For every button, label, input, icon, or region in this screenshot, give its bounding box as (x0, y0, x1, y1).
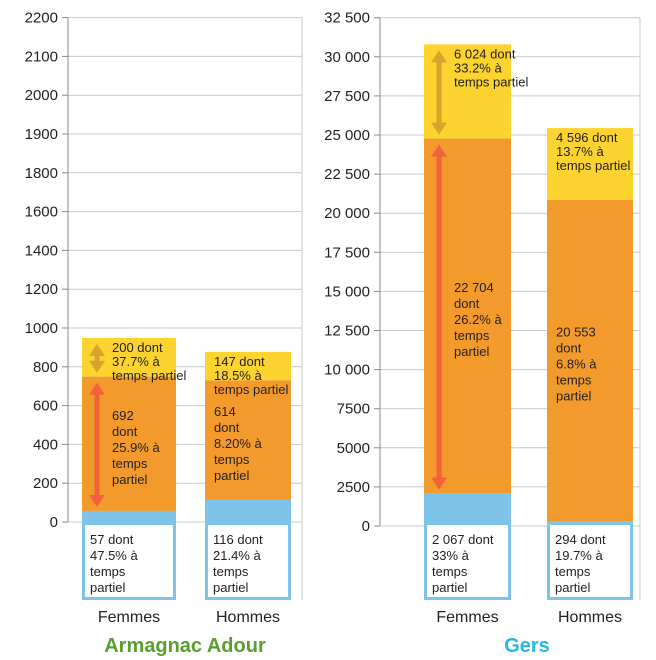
bar-yellow (547, 128, 633, 200)
arrow-yellow-head-up (431, 50, 447, 63)
y-tick-label: 15 000 (324, 283, 370, 300)
y-tick-label: 600 (33, 398, 58, 415)
y-tick-label: 0 (362, 518, 370, 535)
y-tick-label: 2100 (25, 48, 58, 65)
x-category-label: Hommes (216, 609, 280, 626)
panel-armagnac-adour: 0 200 400 600 800 1000 1200 1400 1600 1800 1900 200… (25, 10, 303, 657)
y-tick-label: 22 500 (324, 166, 370, 183)
data-label-blue: 116 dont 21.4% à temps partiel (213, 532, 263, 595)
y-tick-label: 2200 (25, 10, 58, 27)
y-tick-label: 7500 (337, 401, 370, 418)
data-label-blue: 2 067 dont 33% à temps partiel (432, 532, 494, 595)
data-label-orange: 692 dont 25.9% à temps partiel (112, 408, 160, 487)
y-tick-label: 1400 (25, 242, 58, 259)
arrow-yellow (431, 50, 447, 135)
data-label-orange: 22 704 dont 26.2% à temps partiel (454, 280, 502, 359)
data-label-yellow: 4 596 dont 13.7% à temps partiel (556, 130, 631, 173)
y-tick-label: 1800 (25, 165, 58, 182)
blue-label-box (547, 522, 633, 600)
bar-yellow (205, 351, 291, 381)
y-tick-label: 2000 (25, 87, 58, 104)
blue-label-box (424, 522, 511, 600)
arrow-orange-head-up (89, 382, 105, 395)
blue-label-box (82, 522, 176, 600)
y-tick-label: 2500 (337, 479, 370, 496)
y-tick-label: 10 000 (324, 362, 370, 379)
y-tick-label: 1900 (25, 126, 58, 143)
arrow-yellow-head-down (89, 360, 105, 373)
y-tick-label: 25 000 (324, 127, 370, 144)
y-tick-label: 800 (33, 359, 58, 376)
arrow-yellow-head-up (89, 343, 105, 356)
panel-title: Gers (504, 635, 550, 657)
data-label-yellow: 6 024 dont 33.2% à temps partiel (454, 46, 529, 89)
y-tick-label: 400 (33, 436, 58, 453)
y-tick-label: 1600 (25, 204, 58, 221)
y-tick-label: 1000 (25, 320, 58, 337)
bar-blue (82, 510, 176, 524)
data-label-yellow: 147 dont 18.5% à temps partiel (214, 354, 289, 397)
bar-orange (547, 199, 633, 522)
data-label-yellow: 200 dont 37.7% à temps partiel (112, 340, 187, 383)
y-tick-label: 5000 (337, 440, 370, 457)
arrow-orange (89, 382, 105, 507)
x-category-label: Femmes (436, 609, 498, 626)
y-tick-label: 30 000 (324, 49, 370, 66)
y-tick-label: 20 000 (324, 205, 370, 222)
y-tick-label: 32 500 (324, 10, 370, 27)
panel-gers: 0 2500 5000 7500 10 000 12 500 15 000 17 500 20 … (324, 10, 641, 657)
data-label-orange: 614 dont 8.20% à temps partiel (214, 404, 262, 483)
x-category-label: Hommes (558, 609, 622, 626)
arrow-orange-head-up (431, 144, 447, 157)
panel-title: Armagnac Adour (104, 635, 266, 657)
data-label-blue: 57 dont 47.5% à temps partiel (90, 532, 138, 595)
bar-blue (205, 499, 291, 524)
y-tick-label: 1200 (25, 281, 58, 298)
data-label-blue: 294 dont 19.7% à temps partiel (555, 532, 606, 595)
y-tick-label: 12 500 (324, 323, 370, 340)
y-tick-label: 27 500 (324, 88, 370, 105)
arrow-yellow (89, 343, 105, 373)
arrow-orange-head-down (89, 494, 105, 507)
arrow-orange-head-down (431, 477, 447, 490)
arrow-orange (431, 144, 447, 490)
data-label-orange: 20 553 dont 6.8% à temps partiel (556, 325, 597, 404)
y-tick-label: 0 (50, 514, 58, 531)
blue-label-box (205, 522, 291, 600)
x-category-label: Femmes (98, 609, 160, 626)
y-tick-label: 200 (33, 475, 58, 492)
arrow-yellow-head-down (431, 122, 447, 135)
y-tick-label: 17 500 (324, 244, 370, 261)
bar-orange (205, 380, 291, 500)
